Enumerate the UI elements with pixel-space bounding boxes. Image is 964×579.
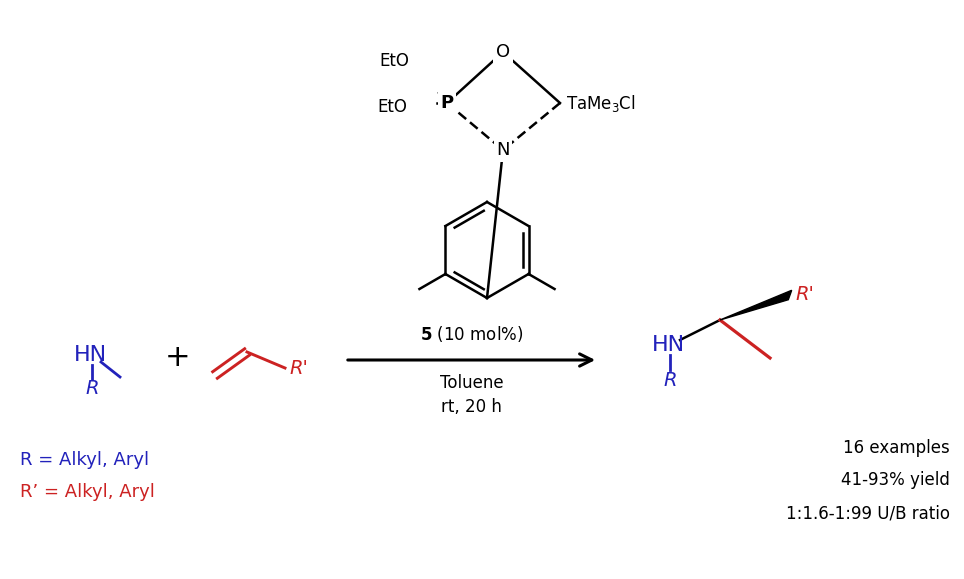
Text: 41-93% yield: 41-93% yield — [842, 471, 950, 489]
Polygon shape — [720, 290, 791, 320]
Text: $\mathbf{5}$ (10 mol%): $\mathbf{5}$ (10 mol%) — [419, 324, 523, 344]
Text: R’ = Alkyl, Aryl: R’ = Alkyl, Aryl — [20, 483, 155, 501]
Text: EtO: EtO — [379, 52, 409, 70]
Text: +: + — [165, 343, 191, 372]
Text: HN: HN — [73, 345, 107, 365]
Text: R': R' — [289, 358, 308, 378]
Text: R': R' — [795, 285, 814, 305]
Text: Toluene: Toluene — [440, 374, 503, 392]
Text: R = Alkyl, Aryl: R = Alkyl, Aryl — [20, 451, 149, 469]
Text: 1:1.6-1:99 U/B ratio: 1:1.6-1:99 U/B ratio — [786, 504, 950, 522]
Text: N: N — [496, 141, 510, 159]
Text: P: P — [441, 94, 454, 112]
Text: O: O — [495, 43, 510, 61]
Text: EtO: EtO — [377, 98, 407, 116]
Text: TaMe$_3$Cl: TaMe$_3$Cl — [566, 93, 635, 113]
Text: 16 examples: 16 examples — [844, 439, 950, 457]
Text: rt, 20 h: rt, 20 h — [442, 398, 502, 416]
Text: HN: HN — [652, 335, 684, 355]
Text: R: R — [85, 379, 98, 398]
Text: R: R — [663, 371, 677, 390]
